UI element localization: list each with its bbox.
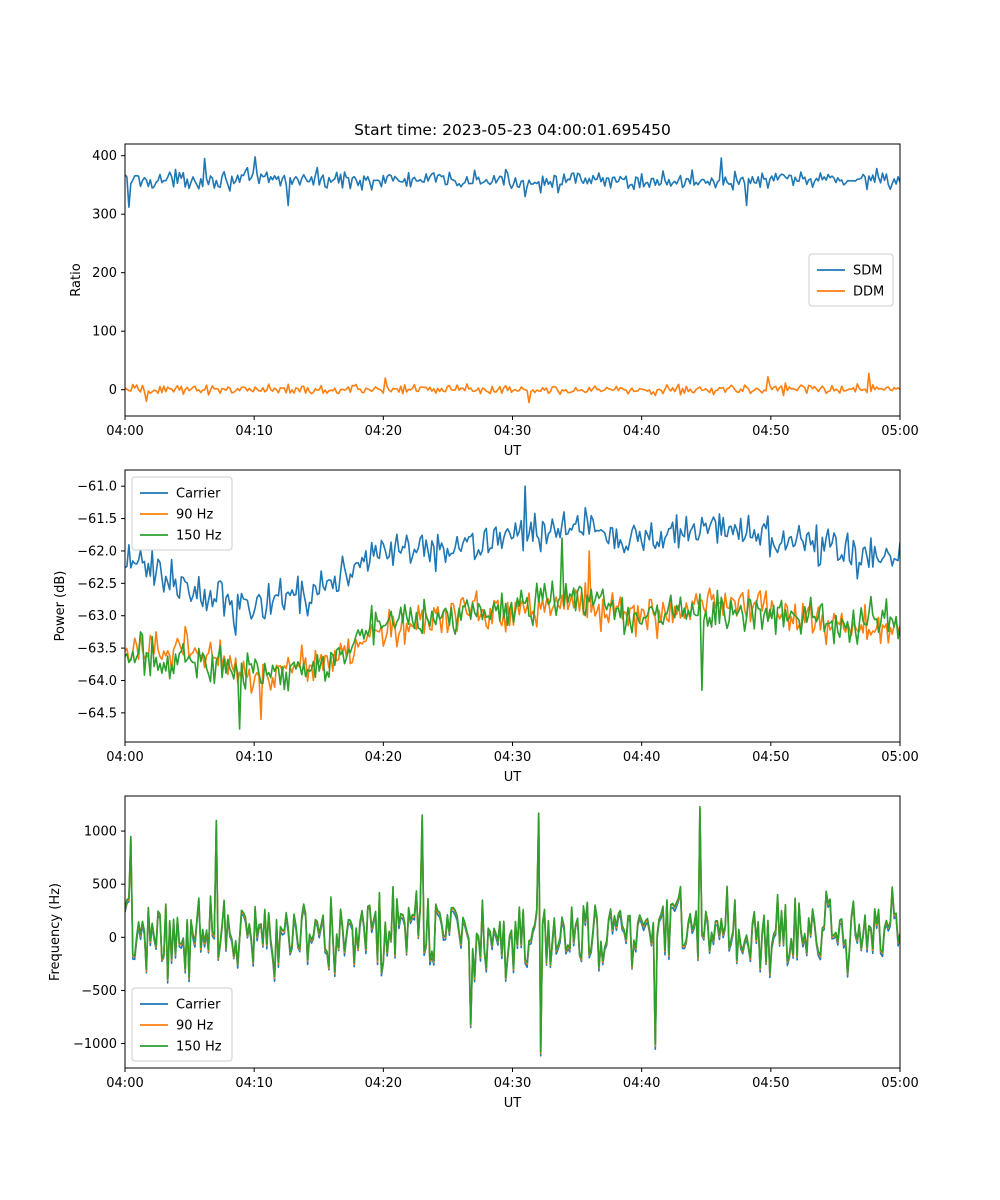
x-tick-label: 04:30	[494, 1076, 531, 1091]
y-tick-label: −63.0	[77, 609, 117, 624]
x-tick-label: 04:50	[752, 424, 789, 439]
legend-box	[808, 253, 894, 307]
legend: SDM DDM	[808, 253, 894, 307]
y-tick-label: 0	[109, 931, 117, 946]
figure-title: Start time: 2023-05-23 04:00:01.695450	[354, 121, 671, 139]
series-line-150-hz	[125, 805, 900, 1053]
x-axis-label: UT	[504, 770, 522, 785]
x-tick-label: 04:50	[752, 750, 789, 765]
x-tick-label: 04:20	[365, 1076, 402, 1091]
legend-label: 150 Hz	[176, 529, 222, 544]
series-line-sdm	[125, 156, 900, 208]
y-tick-label: −500	[81, 984, 117, 999]
series-group	[125, 805, 900, 1057]
x-tick-label: 04:30	[494, 424, 531, 439]
y-tick-label: −1000	[73, 1037, 117, 1052]
legend: Carrier 90 Hz 150 Hz	[131, 476, 233, 551]
legend-label: SDM	[853, 264, 882, 279]
y-tick-label: −62.5	[77, 577, 117, 592]
x-axis-label: UT	[504, 444, 522, 459]
x-tick-label: 05:00	[881, 424, 918, 439]
y-tick-label: 1000	[84, 825, 117, 840]
y-axis-label: Ratio	[69, 263, 84, 296]
y-tick-label: 400	[92, 149, 117, 164]
x-tick-label: 04:40	[623, 424, 660, 439]
panels: 04:00 04:10 04:20 04:30 04:40 04:50 05:00 UT 0 10…	[48, 143, 919, 1111]
y-tick-label: −64.0	[77, 674, 117, 689]
x-tick-label: 04:10	[235, 1076, 272, 1091]
x-tick-label: 05:00	[881, 750, 918, 765]
y-axis-label: Power (dB)	[53, 571, 68, 642]
y-tick-label: 200	[92, 266, 117, 281]
x-tick-label: 04:30	[494, 750, 531, 765]
x-tick-label: 04:20	[365, 750, 402, 765]
legend-label: 150 Hz	[176, 1040, 222, 1055]
legend: Carrier 90 Hz 150 Hz	[131, 987, 233, 1062]
series-line-ddm	[125, 372, 900, 404]
chart-panel-2: 04:00 04:10 04:20 04:30 04:40 04:50 05:00 UT −64…	[53, 469, 919, 785]
x-tick-label: 05:00	[881, 1076, 918, 1091]
legend-box	[131, 987, 233, 1062]
y-tick-label: −64.5	[77, 706, 117, 721]
x-tick-label: 04:10	[235, 750, 272, 765]
legend-label: Carrier	[176, 998, 221, 1013]
chart-panel-3: 04:00 04:10 04:20 04:30 04:40 04:50 05:00 UT −10…	[48, 795, 919, 1111]
legend-label: DDM	[853, 285, 884, 300]
series-group	[125, 156, 900, 404]
y-tick-label: 500	[92, 878, 117, 893]
y-tick-label: −61.0	[77, 480, 117, 495]
chart-panel-1: 04:00 04:10 04:20 04:30 04:40 04:50 05:00 UT 0 10…	[69, 143, 919, 459]
x-tick-label: 04:00	[106, 1076, 143, 1091]
x-tick-label: 04:40	[623, 1076, 660, 1091]
y-axis-label: Frequency (Hz)	[48, 883, 63, 981]
x-tick-label: 04:50	[752, 1076, 789, 1091]
y-tick-label: 100	[92, 325, 117, 340]
series-line-carrier	[125, 485, 900, 636]
x-tick-label: 04:20	[365, 424, 402, 439]
y-tick-label: 300	[92, 208, 117, 223]
x-tick-label: 04:10	[235, 424, 272, 439]
x-tick-label: 04:40	[623, 750, 660, 765]
legend-label: 90 Hz	[176, 1019, 213, 1034]
series-line-150-hz	[125, 537, 900, 730]
y-tick-label: −62.0	[77, 544, 117, 559]
y-tick-label: 0	[109, 383, 117, 398]
legend-box	[131, 476, 233, 551]
x-axis-label: UT	[504, 1096, 522, 1111]
y-tick-label: −63.5	[77, 642, 117, 657]
x-tick-label: 04:00	[106, 750, 143, 765]
y-tick-label: −61.5	[77, 512, 117, 527]
legend-label: Carrier	[176, 487, 221, 502]
series-group	[125, 485, 900, 730]
legend-label: 90 Hz	[176, 508, 213, 523]
x-tick-label: 04:00	[106, 424, 143, 439]
